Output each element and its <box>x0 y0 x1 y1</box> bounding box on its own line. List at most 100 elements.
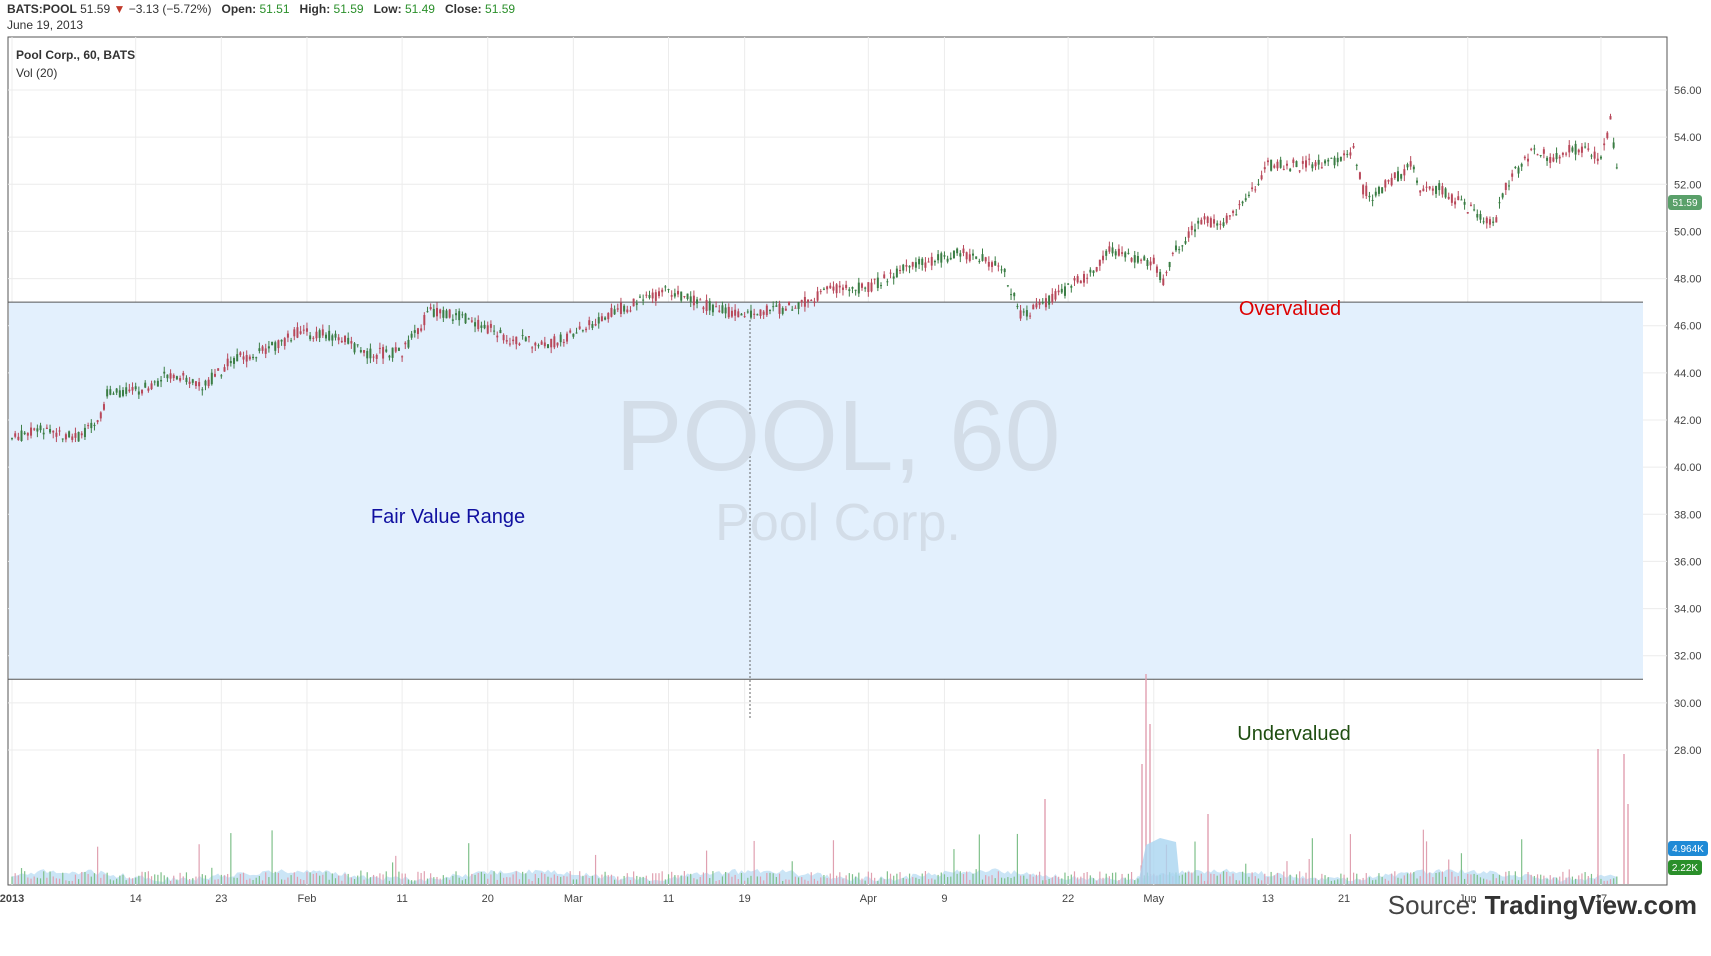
candle-body <box>1473 209 1476 211</box>
candle-body <box>401 356 404 358</box>
candle-body <box>321 329 324 336</box>
candle-body <box>1495 217 1498 223</box>
candle-body <box>670 295 673 297</box>
candle-body <box>14 433 17 437</box>
candle-body <box>800 299 803 303</box>
y-tick-label: 44.00 <box>1674 368 1702 380</box>
candle-body <box>1507 185 1510 187</box>
candle-body <box>252 356 255 359</box>
candle-body <box>1558 156 1561 159</box>
candle-body <box>350 341 353 344</box>
candle-body <box>477 319 480 330</box>
candle-body <box>991 262 994 267</box>
candle-body <box>128 389 131 392</box>
candle-body <box>245 355 248 362</box>
candle-body <box>239 352 242 356</box>
candle-body <box>359 350 362 353</box>
candle-body <box>496 335 499 338</box>
candle-body <box>382 347 385 359</box>
candle-body <box>867 282 870 293</box>
candle-body <box>296 327 299 338</box>
open-label: Open: <box>221 2 257 16</box>
candle-body <box>1412 166 1415 170</box>
candle-body <box>1044 298 1047 308</box>
candle-body <box>74 433 77 438</box>
candle-body <box>1358 172 1361 179</box>
candle-body <box>997 265 1000 267</box>
candle-body <box>58 430 61 432</box>
candle-body <box>64 434 67 440</box>
x-tick-label: 17 <box>1595 893 1607 905</box>
candle-body <box>648 295 651 298</box>
candle-body <box>880 285 883 287</box>
candle-body <box>1571 147 1574 152</box>
candle-body <box>435 307 438 317</box>
candle-body <box>838 285 841 288</box>
candle-body <box>93 424 96 427</box>
candle-body <box>42 432 45 435</box>
candle-body <box>1089 269 1092 273</box>
candle-body <box>1387 180 1390 182</box>
candle-body <box>1466 212 1469 214</box>
candle-body <box>1527 158 1530 162</box>
candle-body <box>635 303 638 305</box>
candle-body <box>994 261 997 266</box>
source-brand: TradingView.com <box>1484 890 1697 920</box>
candle-body <box>331 335 334 341</box>
candle-body <box>1501 193 1504 198</box>
candle-body <box>553 336 556 348</box>
candle-body <box>610 307 613 317</box>
candle-body <box>1479 214 1482 220</box>
y-tick-label: 36.00 <box>1674 556 1702 568</box>
candle-body <box>302 329 305 331</box>
candle-body <box>144 382 147 388</box>
candle-body <box>547 344 549 349</box>
candle-body <box>1136 255 1139 263</box>
candle-body <box>1178 249 1181 251</box>
candle-body <box>1130 257 1133 262</box>
candle-body <box>258 348 261 352</box>
candle-body <box>207 379 210 387</box>
candle-body <box>981 254 984 261</box>
candle-body <box>363 350 366 353</box>
x-axis: 2013 14 23 Feb 11 20 Mar 11 19 Apr 9 22 May 13 21 Jun 17 <box>0 893 1607 905</box>
candle-body <box>217 368 220 371</box>
candle-body <box>765 305 768 316</box>
candle-body <box>762 311 765 315</box>
candle-body <box>1270 159 1273 171</box>
candle-body <box>1079 280 1082 284</box>
candle-body <box>1584 146 1587 148</box>
candle-body <box>664 286 667 288</box>
candle-body <box>1485 217 1488 224</box>
candle-body <box>1536 154 1539 156</box>
candle-body <box>680 291 683 301</box>
candle-body <box>566 333 569 342</box>
candle-body <box>102 404 105 410</box>
candle-body <box>572 333 575 337</box>
candle-body <box>1282 168 1285 170</box>
candle-body <box>692 295 695 306</box>
candle-body <box>537 345 540 347</box>
low-label: Low: <box>373 2 402 16</box>
candle-body <box>52 430 55 433</box>
candle-body <box>169 373 172 379</box>
candle-body <box>470 320 473 322</box>
candle-body <box>1197 220 1200 224</box>
candle-body <box>210 372 213 385</box>
candle-body <box>889 272 892 274</box>
candle-body <box>90 422 93 429</box>
candle-body <box>1013 292 1016 297</box>
candle-body <box>1419 190 1422 193</box>
candle-body <box>807 299 810 302</box>
candle-body <box>175 376 178 380</box>
candle-body <box>182 372 185 376</box>
candle-body <box>283 338 286 346</box>
close-value: 51.59 <box>485 2 516 16</box>
candle-body <box>1381 187 1384 194</box>
candle-body <box>467 318 470 320</box>
candle-body <box>708 301 711 311</box>
candle-body <box>286 333 289 338</box>
candle-body <box>1431 188 1434 191</box>
candle-body <box>1114 251 1117 256</box>
